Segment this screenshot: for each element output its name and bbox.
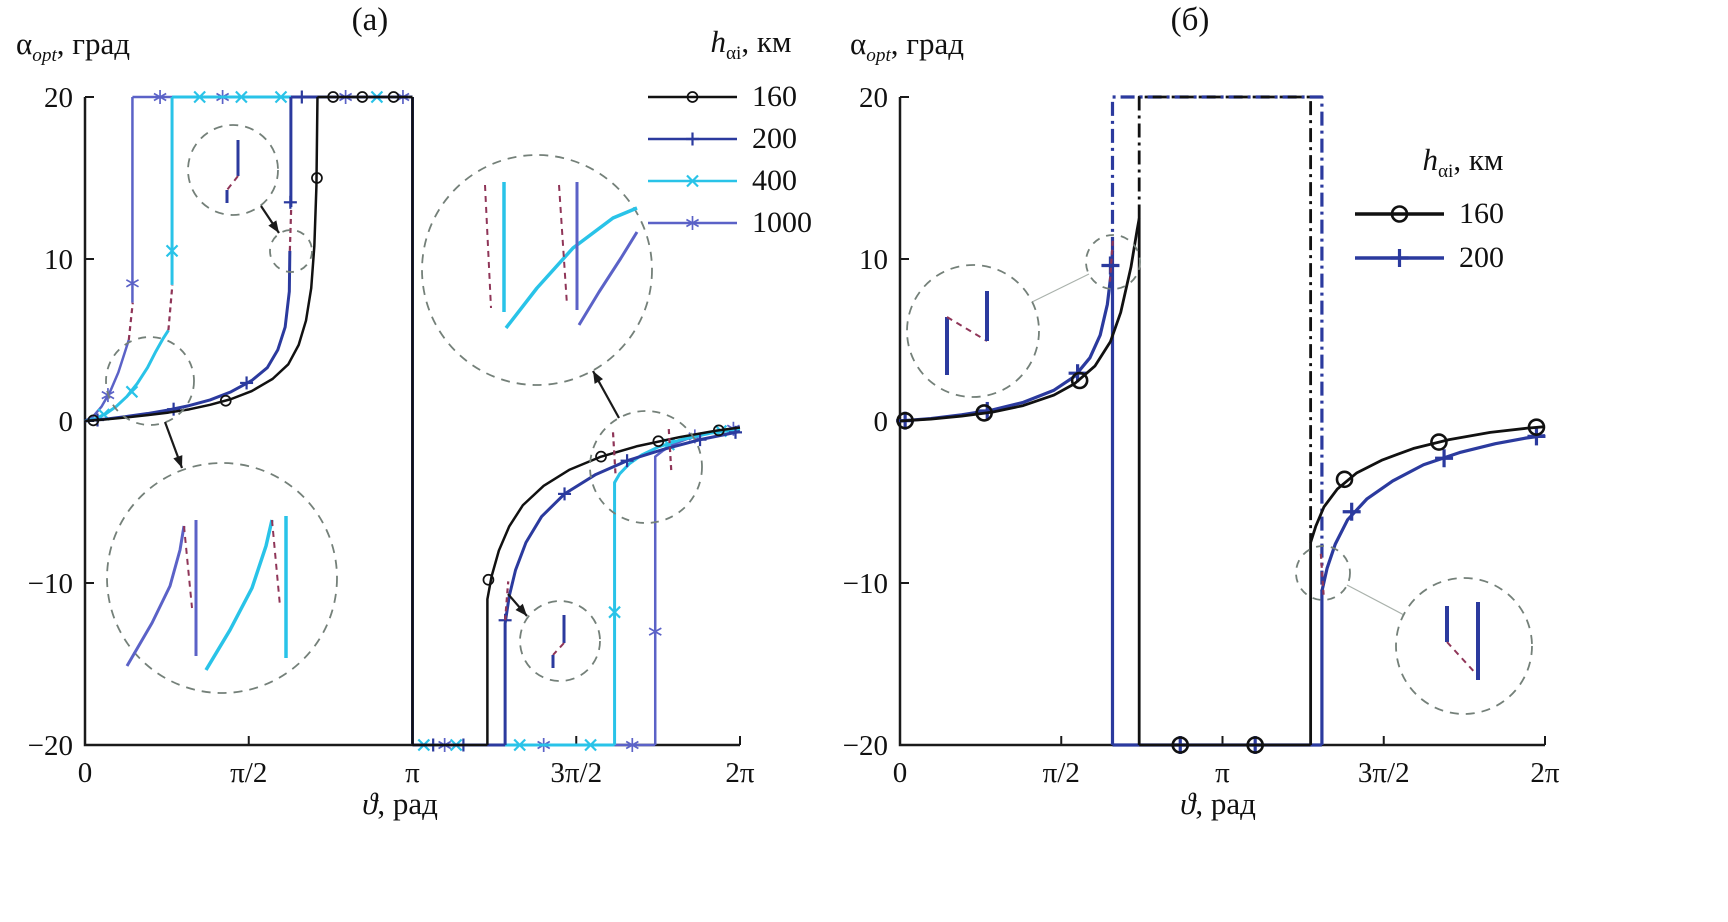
x-tick-label: 0 [893, 757, 908, 789]
jump-dash [611, 432, 617, 477]
panel-a-xlabel: ϑ, рад [270, 786, 530, 822]
legend-sample-200-line [1355, 249, 1444, 267]
legend-label-400: 400 [752, 164, 797, 197]
zoom-inset-circle [519, 600, 601, 682]
legend-sample-400-line [648, 174, 737, 188]
zoom-source-circle [589, 410, 703, 524]
jump-dash [1319, 553, 1325, 598]
legend-label-1000: 1000 [752, 206, 812, 239]
zoom-inset-circle [1395, 577, 1533, 715]
legend-entry-200: 200 [1352, 236, 1504, 280]
annotation-arrowhead [593, 371, 604, 384]
inset-connector [1346, 584, 1405, 616]
legend-entry-160: 160 [1352, 192, 1504, 236]
jump-dash [288, 207, 293, 251]
alpha-symbol: α [850, 26, 867, 61]
jump-dash [167, 284, 174, 331]
zoom-inset-circle [906, 264, 1040, 398]
y-tick-label: −10 [843, 568, 888, 600]
panel-b-ylabel: αopt, град [850, 26, 964, 67]
legend-sample-160-line [1355, 205, 1444, 223]
series-160 [896, 95, 1546, 754]
legend-b-title-subscript: αi [1437, 161, 1454, 183]
y-tick-label: −20 [843, 730, 888, 762]
jump-dash [127, 302, 134, 341]
panel-a-plot: 0 π/2 π 3π/2 2π −20 −10 0 10 20 [28, 82, 755, 789]
legend-sample-160-line [648, 91, 737, 103]
theta-symbol: ϑ [362, 786, 378, 821]
annotation-arrowhead [515, 603, 527, 616]
legend-a-title-subscript: αi [725, 43, 742, 65]
panel-a-ylabel: αopt, град [16, 26, 130, 67]
xlabel-units: , рад [1195, 786, 1256, 821]
panel-b-plot: 0 π/2 π 3π/2 2π −20 −10 0 10 20 [843, 82, 1560, 789]
legend-sample-1000-line [648, 216, 737, 230]
y-tick-label: 0 [874, 406, 889, 438]
ylabel-units: , град [56, 26, 131, 61]
y-tick-label: 10 [44, 244, 73, 276]
y-tick-label: 20 [859, 82, 888, 114]
ylabel-subscript: opt [866, 45, 891, 67]
x-tick-label: π [405, 757, 420, 789]
zoom-source-circle [1295, 545, 1351, 601]
zoom-inset-circle [187, 124, 279, 216]
legend-label-200: 200 [752, 122, 797, 155]
y-tick-label: −20 [28, 730, 73, 762]
ylabel-units: , град [890, 26, 965, 61]
legend-b-title: hαi, км [1368, 142, 1558, 183]
jump-dash [1108, 237, 1115, 282]
panel-a-title: (а) [351, 2, 389, 38]
y-tick-label: −10 [28, 568, 73, 600]
zoom-inset-circle [421, 154, 653, 386]
x-tick-label: 3π/2 [1358, 757, 1410, 789]
legend-label-160: 160 [752, 80, 797, 113]
y-tick-label: 20 [44, 82, 73, 114]
x-tick-label: π/2 [230, 757, 267, 789]
y-tick-label: 10 [859, 244, 888, 276]
legend-b-title-units: , км [1453, 142, 1504, 177]
x-tick-label: 2π [725, 757, 755, 789]
panel-b-title: (б) [1170, 2, 1210, 38]
legend-entry-1000: 1000 [645, 202, 812, 244]
annotation-arrowhead [268, 220, 279, 233]
x-tick-label: π [1215, 757, 1230, 789]
legend-label-160: 160 [1459, 197, 1504, 230]
panel-b-xlabel: ϑ, рад [1088, 786, 1348, 822]
x-tick-label: 2π [1530, 757, 1560, 789]
zoom-source-circle [1085, 234, 1141, 290]
ylabel-subscript: opt [32, 45, 57, 67]
legend-a-title-symbol: h [710, 24, 726, 59]
legend-label-200: 200 [1459, 241, 1504, 274]
zoom-source-circle [105, 336, 195, 426]
legend-a-title: hαi, км [651, 24, 851, 65]
legend-a-title-units: , км [741, 24, 792, 59]
series-160 [84, 91, 741, 747]
legend-b: 160 200 [1352, 192, 1504, 280]
theta-symbol: ϑ [1180, 786, 1196, 821]
zoom-inset-circle [106, 462, 338, 694]
jump-dash [667, 429, 673, 473]
legend-entry-200: 200 [645, 118, 812, 160]
legend-entry-400: 400 [645, 160, 812, 202]
legend-entry-160: 160 [645, 76, 812, 118]
legend-b-title-symbol: h [1422, 142, 1438, 177]
x-tick-label: 0 [78, 757, 93, 789]
xlabel-units: , рад [377, 786, 438, 821]
y-tick-label: 0 [59, 406, 74, 438]
jump-dash [504, 581, 510, 621]
zoom-source-circle [269, 229, 313, 273]
legend-a: 160 200 400 1000 [645, 76, 812, 244]
inset-connector [1031, 273, 1090, 303]
alpha-symbol: α [16, 26, 33, 61]
x-tick-label: π/2 [1043, 757, 1080, 789]
annotation-arrowhead [173, 455, 183, 468]
x-tick-label: 3π/2 [550, 757, 602, 789]
legend-sample-200-line [648, 132, 737, 146]
